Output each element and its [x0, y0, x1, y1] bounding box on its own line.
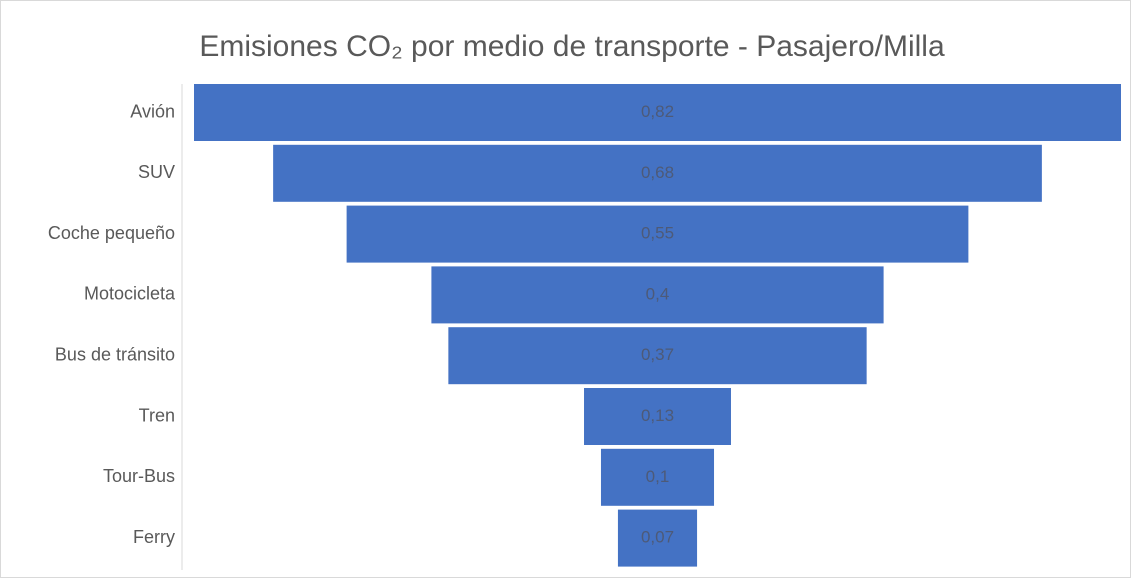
data-label: 0,4 — [646, 284, 670, 303]
category-label: Motocicleta — [84, 284, 176, 304]
category-label: Tren — [139, 405, 175, 425]
category-label: Ferry — [133, 527, 175, 547]
category-label: Bus de tránsito — [55, 344, 175, 364]
data-label: 0,55 — [641, 224, 674, 243]
data-label: 0,37 — [641, 345, 674, 364]
bar — [600, 448, 715, 506]
category-label: Coche pequeño — [48, 223, 175, 243]
bar — [617, 509, 698, 567]
bar — [273, 144, 1042, 202]
data-label: 0,1 — [646, 467, 670, 486]
bar — [584, 388, 731, 445]
bar — [431, 266, 884, 324]
chart-title: Emisiones CO₂ por medio de transporte - … — [199, 30, 945, 63]
category-label: Avión — [130, 101, 175, 121]
bar — [448, 327, 867, 385]
data-label: 0,68 — [641, 163, 674, 182]
category-label: Tour-Bus — [103, 466, 175, 486]
category-label: SUV — [138, 162, 175, 182]
bar — [346, 205, 969, 263]
data-label: 0,07 — [641, 528, 674, 547]
bar — [194, 84, 1121, 141]
data-label: 0,13 — [641, 406, 674, 425]
data-label: 0,82 — [641, 102, 674, 121]
